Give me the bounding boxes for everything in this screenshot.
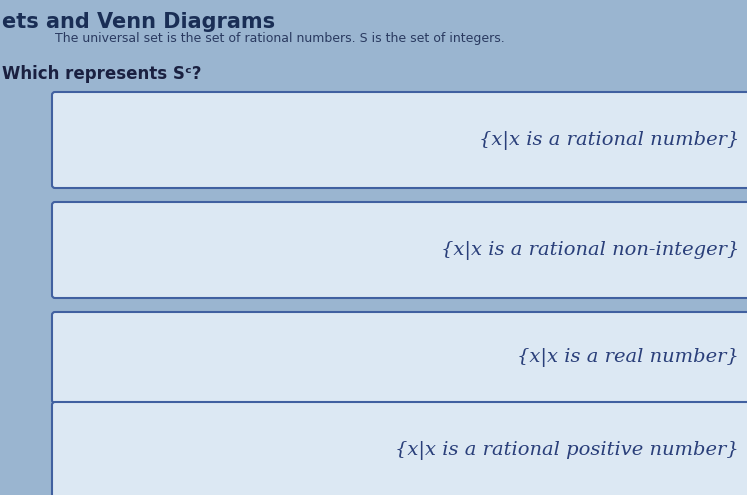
Text: {x|x is a rational number}: {x|x is a rational number} [479, 131, 739, 149]
Text: {x|x is a rational non-integer}: {x|x is a rational non-integer} [441, 241, 739, 259]
FancyBboxPatch shape [52, 312, 747, 403]
Text: ets and Venn Diagrams: ets and Venn Diagrams [2, 12, 275, 32]
Text: {x|x is a rational positive number}: {x|x is a rational positive number} [395, 441, 739, 459]
Text: The universal set is the set of rational numbers. S is the set of integers.: The universal set is the set of rational… [55, 32, 505, 45]
Text: Which represents Sᶜ?: Which represents Sᶜ? [2, 65, 202, 83]
FancyBboxPatch shape [52, 92, 747, 188]
Text: {x|x is a real number}: {x|x is a real number} [517, 348, 739, 367]
FancyBboxPatch shape [52, 402, 747, 495]
FancyBboxPatch shape [52, 202, 747, 298]
